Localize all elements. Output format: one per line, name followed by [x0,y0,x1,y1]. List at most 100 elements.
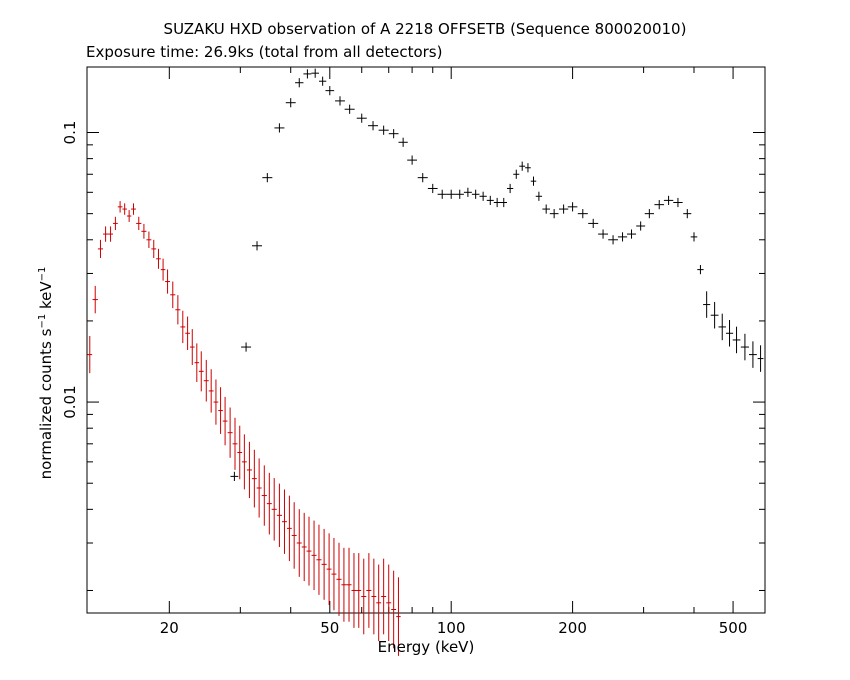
data-point [506,183,514,194]
data-point [311,68,320,78]
data-point [185,316,190,350]
x-tick-label: 500 [719,619,748,637]
data-point [479,191,487,201]
data-point [274,123,285,133]
data-point [376,564,382,642]
data-point [366,553,372,628]
data-point [146,231,152,248]
data-point [326,533,332,605]
data-point [175,295,181,325]
series-0 [230,68,764,481]
data-point [122,203,127,215]
data-point [237,425,243,480]
data-point [535,191,543,201]
data-point [266,472,272,535]
y-tick-label: 0.01 [61,385,79,418]
data-point [321,528,327,600]
data-point [246,441,252,499]
data-point [740,333,750,361]
data-point [388,129,399,139]
data-point [318,76,327,86]
data-point [87,336,93,374]
data-point [567,202,578,212]
data-point [356,113,367,123]
data-point [437,189,447,199]
x-tick-label: 200 [558,619,587,637]
data-point [626,229,637,239]
data-point [252,241,263,251]
data-point [371,558,377,635]
data-point [262,173,273,183]
data-point [281,489,287,554]
data-point [608,235,618,245]
data-point [417,173,428,183]
data-point [368,121,379,131]
data-point [222,396,228,446]
data-point [271,478,277,541]
data-point [577,209,588,219]
data-point [97,239,104,258]
data-point [407,155,418,165]
data-point [316,524,322,595]
data-point [227,407,233,458]
data-point [644,209,654,219]
y-axis-label: normalized counts s−1 keV−1 [37,267,55,480]
data-point [291,502,297,569]
data-point [361,558,367,635]
plot-frame [86,66,766,614]
data-point [718,313,726,341]
data-point [673,197,683,208]
data-point [398,137,408,147]
data-point [493,197,501,208]
data-point [471,189,480,199]
data-point [311,520,317,591]
data-point [295,78,304,88]
data-point [617,232,628,242]
data-point [341,547,347,622]
data-point [549,209,559,219]
data-point [542,204,550,214]
data-point [530,176,537,186]
data-point [126,210,132,222]
data-point [296,509,302,577]
data-point [446,189,456,199]
data-point [103,226,109,242]
data-point [463,187,472,197]
y-axis-label-main: normalized counts s [37,328,55,480]
data-point [513,169,520,179]
data-point [683,209,692,219]
data-point [113,216,118,231]
data-point [351,553,357,628]
data-point [703,291,711,318]
data-point [396,577,401,656]
data-point [519,161,526,171]
data-point [108,226,114,242]
data-point [378,125,389,135]
data-point [690,232,698,242]
y-axis-label-exp2: −1 [37,266,48,282]
data-point [391,570,397,649]
data-point [194,343,200,382]
data-point [286,495,292,562]
data-point [386,564,392,642]
data-point [131,203,136,215]
data-point [427,183,438,194]
data-point [218,387,223,434]
data-point [732,326,741,354]
data-point [335,96,345,106]
data-point [725,319,734,347]
y-tick-label: 0.1 [61,121,79,145]
data-point [710,301,719,329]
data-point [356,553,362,628]
data-point [198,351,204,392]
data-point [230,471,239,481]
data-point [749,341,757,368]
data-point [325,86,335,96]
data-point [636,221,646,231]
data-point [261,465,267,526]
data-point [232,417,238,470]
data-point [141,223,147,239]
chart-title: SUZAKU HXD observation of A 2218 OFFSETB… [163,20,687,38]
data-point [180,310,186,344]
